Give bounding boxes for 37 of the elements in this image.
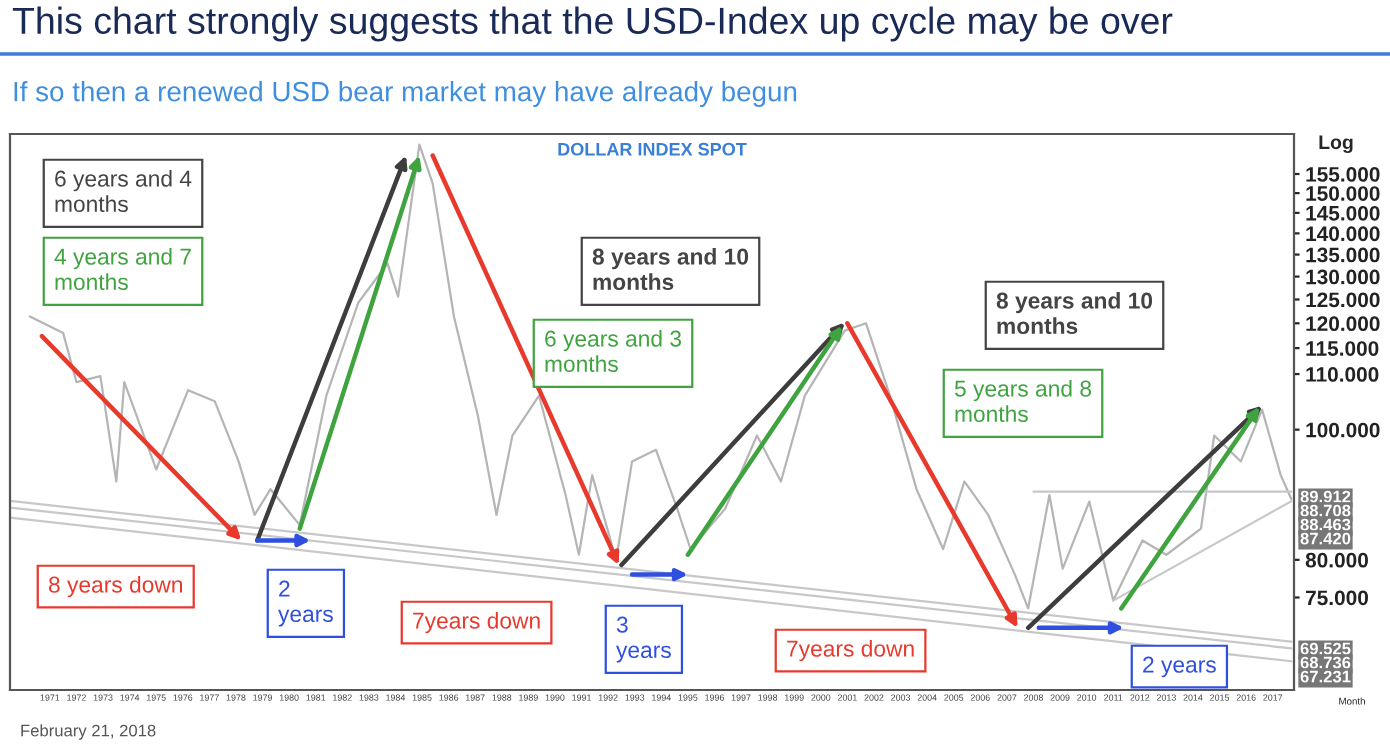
- y-tick-label: 80.000: [1305, 552, 1368, 568]
- text: 88.463: [1300, 518, 1351, 531]
- annotation: 7years down: [413, 612, 540, 634]
- annotation: 7years down: [787, 640, 914, 662]
- annotation: 8 years down: [48, 576, 182, 598]
- annotation: 8 years and 10 months: [996, 292, 1153, 335]
- annotation: 5 years and 8 months: [954, 380, 1092, 423]
- annotation: 8 years and 10 months: [592, 248, 749, 291]
- y-tick-label: 155.000: [1306, 167, 1380, 182]
- y-tick-label: 125.000: [1306, 292, 1380, 308]
- annotation: 6 years and 3 months: [545, 330, 682, 373]
- text: 88.708: [1300, 504, 1351, 517]
- text: February 21, 2018: [21, 724, 156, 740]
- y-tick-label: 120.000: [1306, 316, 1380, 332]
- annotation: 2 years: [278, 580, 333, 627]
- text: If so then a renewed USD bear market may have already begun: [14, 81, 797, 107]
- text: 68.736: [1300, 656, 1351, 669]
- y-tick-label: 145.000: [1306, 205, 1380, 221]
- text: 67.231: [1300, 670, 1351, 683]
- annotation: 2 years: [1143, 656, 1216, 678]
- y-tick-label: 100.000: [1306, 422, 1380, 438]
- y-tick-label: 130.000: [1306, 269, 1380, 285]
- y-tick-label: 75.000: [1306, 590, 1368, 606]
- text: This chart strongly suggests that the USD-Index up cycle may be over: [12, 6, 1173, 42]
- text: 69.525: [1300, 642, 1351, 655]
- chart-title: DOLLAR INDEX SPOT: [558, 142, 747, 156]
- y-tick-label: 150.000: [1306, 186, 1380, 201]
- annotation: 4 years and 7 months: [54, 248, 191, 291]
- annotation: 6 years and 4 months: [55, 170, 192, 213]
- text: 89.912: [1300, 490, 1351, 503]
- y-axis-title: Log: [1319, 135, 1353, 154]
- y-tick-label: 140.000: [1306, 226, 1380, 242]
- y-tick-label: 110.000: [1306, 367, 1379, 382]
- text: 87.420: [1300, 532, 1351, 545]
- y-tick-label: 135.000: [1306, 247, 1380, 263]
- y-tick-label: 115.000: [1306, 341, 1379, 356]
- annotation: 3 years: [616, 616, 671, 663]
